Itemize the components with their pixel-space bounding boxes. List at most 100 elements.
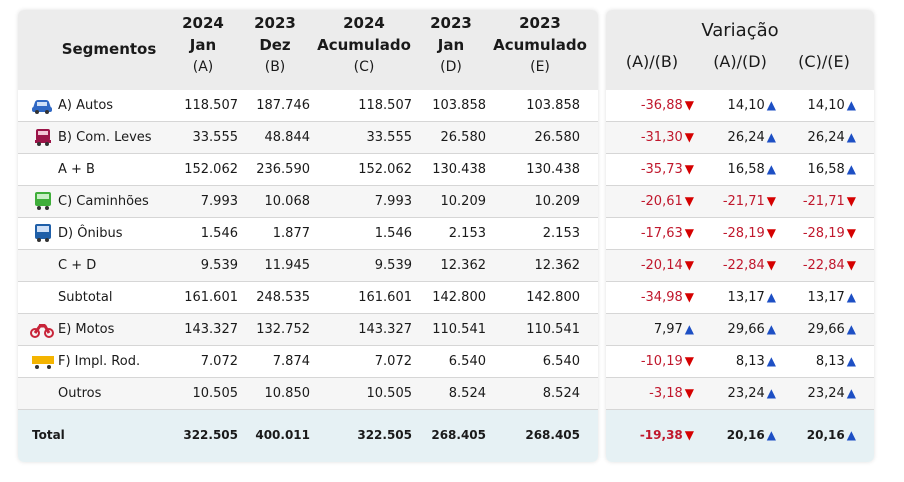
value-a: 143.327: [184, 322, 238, 337]
variation-number: 23,24: [727, 386, 765, 401]
value-b: 1.877: [272, 226, 310, 241]
value-b: 10.068: [264, 194, 311, 209]
value-c: 9.539: [374, 258, 412, 273]
arrow-down-icon: ▼: [684, 194, 694, 208]
table-row: E) Motos 143.327 132.752 143.327 110.541…: [18, 314, 598, 346]
arrow-up-icon: ▲: [766, 162, 776, 176]
variation-value: -28,19 ▼: [776, 218, 856, 249]
arrow-up-icon: ▲: [766, 130, 776, 144]
column-period: Jan: [437, 36, 465, 54]
variation-value: -21,71 ▼: [696, 186, 776, 217]
variation-value: 8,13 ▲: [696, 346, 776, 377]
value-d: 26.580: [440, 130, 487, 145]
variation-value: -19,38 ▼: [614, 420, 694, 451]
column-code: (E): [530, 59, 550, 75]
variation-number: -21,71: [802, 194, 845, 209]
column-header-d: 2023 Jan (D): [416, 12, 486, 78]
variation-col-ab: (A)/(B): [625, 52, 679, 71]
arrow-up-icon: ▲: [684, 322, 694, 336]
variation-number: 8,13: [735, 354, 765, 369]
value-a: 7.993: [200, 194, 238, 209]
value-c: 161.601: [358, 290, 412, 305]
column-period: Acumulado: [493, 36, 587, 54]
total-value-d: 268.405: [431, 428, 486, 442]
variation-title: Variação: [701, 20, 779, 41]
column-period: Jan: [189, 36, 217, 54]
table-row: B) Com. Leves 33.555 48.844 33.555 26.58…: [18, 122, 598, 154]
value-e: 6.540: [542, 354, 580, 369]
variation-number: -35,73: [640, 162, 683, 177]
variation-number: 16,58: [727, 162, 765, 177]
column-period: Dez: [259, 36, 291, 54]
variation-value: 23,24 ▲: [776, 378, 856, 409]
variation-row: -34,98 ▼ 13,17 ▲ 13,17 ▲: [606, 282, 874, 314]
trailer-icon: [30, 351, 54, 371]
variation-value: 7,97 ▲: [614, 314, 694, 345]
arrow-up-icon: ▲: [846, 322, 856, 336]
value-b: 10.850: [264, 386, 311, 401]
variation-number: 23,24: [807, 386, 845, 401]
table-row: A) Autos 118.507 187.746 118.507 103.858…: [18, 90, 598, 122]
row-label: A + B: [58, 162, 95, 177]
variation-value: 20,16 ▲: [696, 420, 776, 451]
data-table-panel: Segmentos 2024 Jan (A) 2023 Dez (B) 2024…: [18, 10, 598, 462]
variation-number: 13,17: [807, 290, 845, 305]
variation-number: -20,14: [640, 258, 683, 273]
value-d: 6.540: [448, 354, 486, 369]
row-label: E) Motos: [58, 322, 115, 337]
variation-number: -22,84: [802, 258, 845, 273]
value-c: 118.507: [358, 98, 412, 113]
value-c: 1.546: [374, 226, 412, 241]
value-a: 9.539: [200, 258, 238, 273]
value-b: 7.874: [272, 354, 310, 369]
variation-row: 7,97 ▲ 29,66 ▲ 29,66 ▲: [606, 314, 874, 346]
arrow-up-icon: ▲: [846, 354, 856, 368]
variation-row: -3,18 ▼ 23,24 ▲ 23,24 ▲: [606, 378, 874, 410]
value-c: 10.505: [366, 386, 413, 401]
arrow-up-icon: ▲: [846, 290, 856, 304]
variation-value: -10,19 ▼: [614, 346, 694, 377]
value-d: 130.438: [432, 162, 486, 177]
arrow-down-icon: ▼: [684, 290, 694, 304]
table-row: F) Impl. Rod. 7.072 7.874 7.072 6.540 6.…: [18, 346, 598, 378]
column-header-e: 2023 Acumulado (E): [490, 12, 590, 78]
value-e: 8.524: [542, 386, 580, 401]
variation-col-ce: (C)/(E): [798, 52, 850, 71]
variation-number: 14,10: [807, 98, 845, 113]
motorcycle-icon: [30, 319, 54, 339]
car-icon: [30, 95, 52, 115]
column-year: 2023: [254, 14, 296, 32]
variation-row: -10,19 ▼ 8,13 ▲ 8,13 ▲: [606, 346, 874, 378]
arrow-up-icon: ▲: [846, 428, 856, 442]
arrow-up-icon: ▲: [766, 322, 776, 336]
variation-number: 20,16: [806, 428, 845, 442]
column-code: (B): [264, 59, 286, 75]
column-code: (D): [440, 59, 462, 75]
variation-number: 29,66: [727, 322, 765, 337]
variation-value: 29,66 ▲: [776, 314, 856, 345]
variation-value: -36,88 ▼: [614, 90, 694, 121]
column-code: (C): [353, 59, 375, 75]
variation-number: -22,84: [722, 258, 765, 273]
arrow-up-icon: ▲: [846, 386, 856, 400]
variation-value: 26,24 ▲: [776, 122, 856, 153]
variation-number: 14,10: [727, 98, 765, 113]
row-label: C) Caminhões: [58, 194, 149, 209]
value-a: 10.505: [192, 386, 239, 401]
variation-row: -35,73 ▼ 16,58 ▲ 16,58 ▲: [606, 154, 874, 186]
table-row: C + D 9.539 11.945 9.539 12.362 12.362: [18, 250, 598, 282]
total-value-a: 322.505: [183, 428, 238, 442]
variation-total-row: -19,38 ▼ 20,16 ▲ 20,16 ▲: [606, 410, 874, 462]
arrow-down-icon: ▼: [684, 130, 694, 144]
variation-row: -20,61 ▼ -21,71 ▼ -21,71 ▼: [606, 186, 874, 218]
row-label: B) Com. Leves: [58, 130, 152, 145]
variation-number: 29,66: [807, 322, 845, 337]
variation-value: -17,63 ▼: [614, 218, 694, 249]
arrow-down-icon: ▼: [684, 354, 694, 368]
value-a: 118.507: [184, 98, 238, 113]
arrow-down-icon: ▼: [684, 226, 694, 240]
value-e: 142.800: [526, 290, 580, 305]
table-header: Segmentos 2024 Jan (A) 2023 Dez (B) 2024…: [18, 10, 598, 90]
value-d: 110.541: [432, 322, 486, 337]
column-header-a: 2024 Jan (A): [168, 12, 238, 78]
